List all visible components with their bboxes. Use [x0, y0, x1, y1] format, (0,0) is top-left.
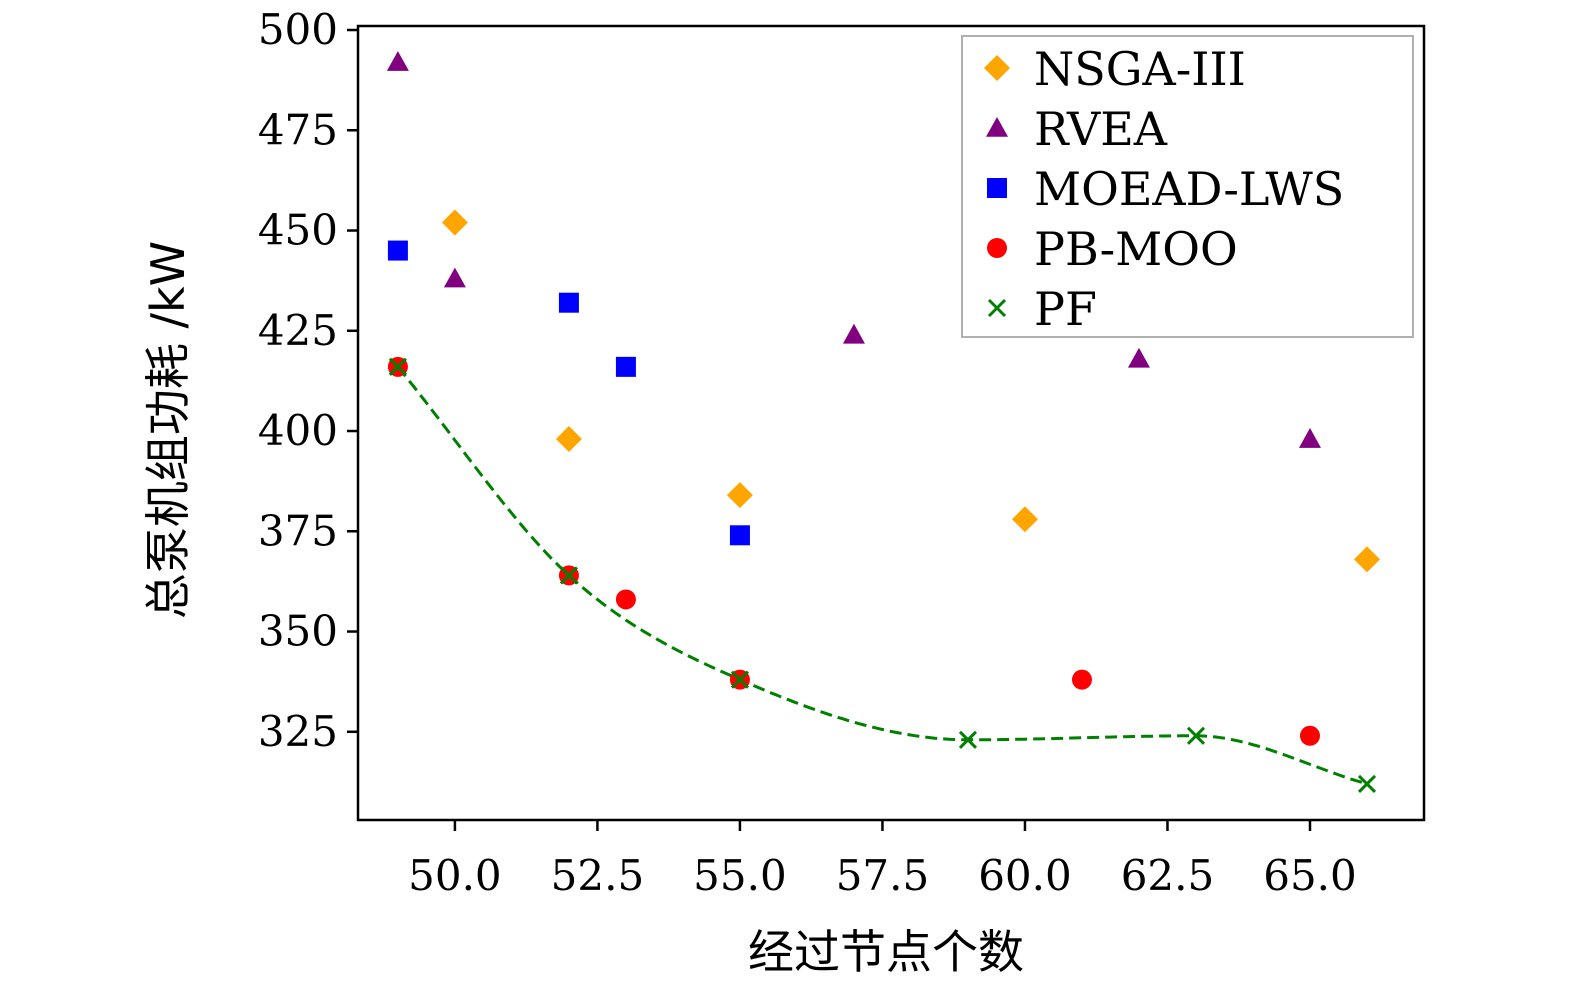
data-point	[1298, 428, 1321, 448]
y-tick-label: 450	[258, 206, 338, 255]
legend-label: PF	[1034, 282, 1097, 336]
data-point	[1299, 725, 1320, 746]
y-tick-label: 475	[258, 105, 338, 154]
legend-marker	[986, 117, 1008, 137]
x-axis: 50.0 52.5 55.0 57.5 60.0 62.5 65.0	[408, 820, 1357, 900]
data-point	[1071, 669, 1092, 690]
data-point	[729, 525, 750, 546]
data-point	[842, 323, 865, 344]
legend-label: MOEAD-LWS	[1034, 162, 1344, 216]
y-axis: 325 350 375 400 425 450 475 500	[258, 5, 358, 756]
x-tick-label: 50.0	[408, 851, 502, 900]
series-pb-moo	[387, 356, 1320, 746]
data-point	[559, 566, 578, 585]
pf-curve-layer	[396, 365, 1368, 786]
y-tick-label: 425	[258, 306, 338, 355]
data-point	[558, 292, 579, 313]
data-point	[1357, 774, 1377, 793]
x-tick-label: 65.0	[1263, 851, 1357, 900]
legend-label: PB-MOO	[1034, 222, 1238, 276]
data-point	[1011, 506, 1038, 533]
legend-marker	[987, 238, 1007, 258]
data-point	[730, 670, 749, 689]
data-point	[615, 589, 636, 610]
legend-marker	[984, 55, 1010, 81]
legend-marker	[987, 298, 1007, 318]
y-tick-label: 325	[258, 707, 338, 756]
data-point	[615, 356, 636, 377]
legend-label: NSGA-III	[1034, 42, 1246, 96]
series-moead-lws	[387, 240, 750, 546]
pf-curve	[396, 365, 1368, 786]
data-point	[388, 357, 407, 376]
data-point	[726, 482, 753, 509]
legend-marker	[987, 178, 1007, 198]
data-point	[386, 51, 409, 71]
data-point	[1127, 347, 1150, 368]
data-point	[1353, 546, 1380, 573]
plot-frame	[356, 24, 1426, 822]
data-point	[555, 426, 582, 453]
y-tick-label: 375	[258, 506, 338, 555]
data-point	[958, 730, 978, 749]
x-axis-title: 经过节点个数	[748, 925, 1024, 979]
x-tick-label: 57.5	[836, 851, 930, 900]
y-tick-label: 500	[258, 5, 338, 54]
points-layer	[386, 51, 1380, 793]
x-tick-label: 55.0	[693, 851, 787, 900]
series-rvea	[386, 51, 1321, 448]
legend-box	[961, 35, 1414, 338]
data-point	[443, 267, 466, 288]
series-nsga-iii	[441, 209, 1380, 573]
x-tick-label: 62.5	[1121, 851, 1215, 900]
x-tick-label: 52.5	[551, 851, 645, 900]
y-tick-label: 400	[258, 406, 338, 455]
x-tick-label: 60.0	[978, 851, 1072, 900]
legend: NSGA-III RVEA MOEAD-LWS PB-MOO PF	[961, 35, 1414, 338]
series-pf	[388, 357, 1377, 793]
data-point	[1186, 726, 1206, 745]
data-point	[387, 240, 408, 261]
legend-label: RVEA	[1034, 102, 1168, 156]
data-point	[441, 209, 468, 236]
y-axis-title: 总泵机组功耗 /kW	[141, 241, 195, 619]
y-tick-label: 350	[258, 607, 338, 656]
